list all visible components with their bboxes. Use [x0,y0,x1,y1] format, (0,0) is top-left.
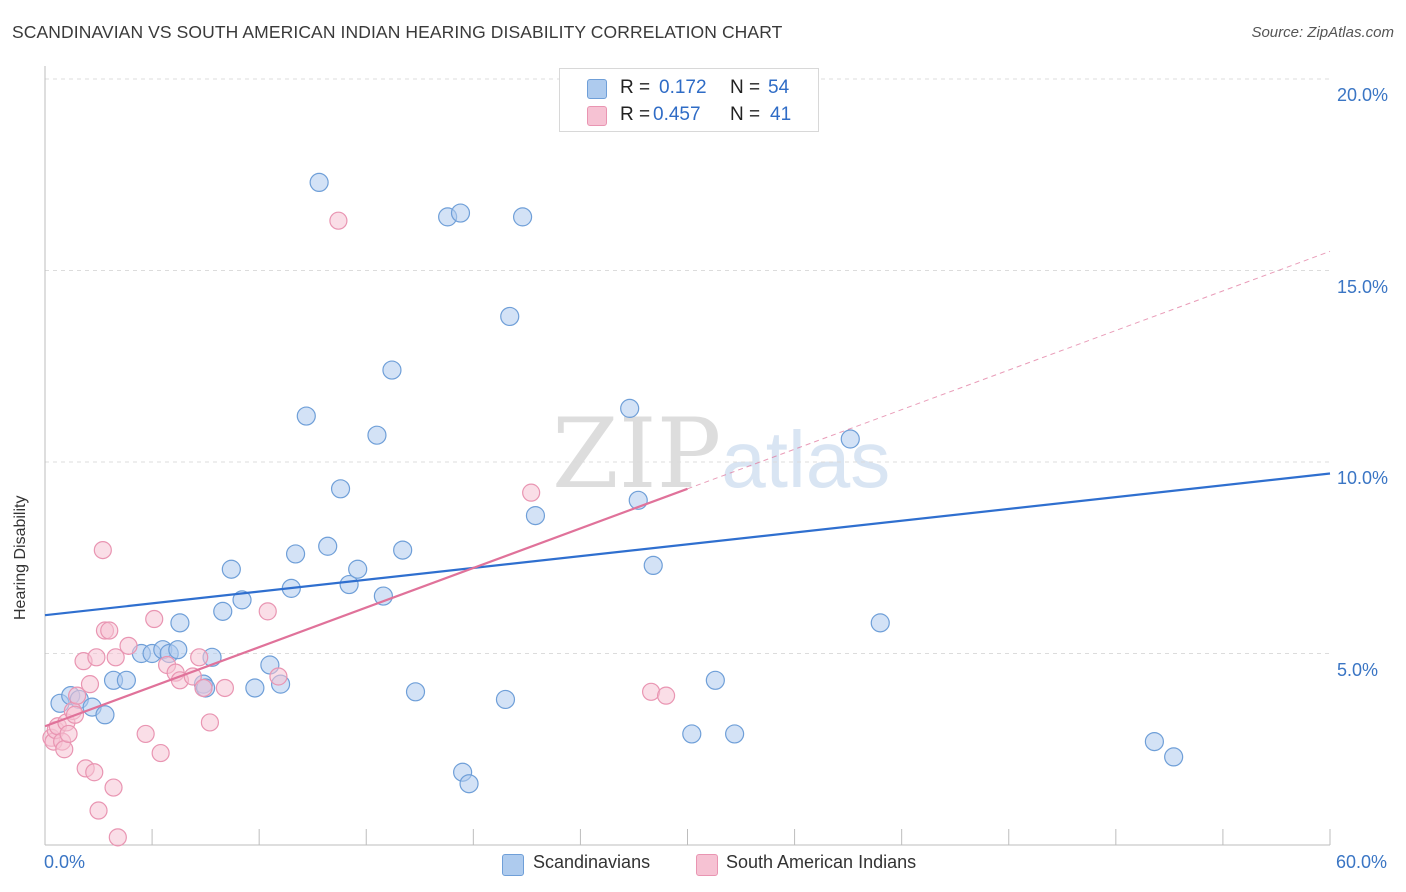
point-south-american-indian [215,678,234,698]
data-points [42,69,1184,847]
legend-swatch-pink [587,106,607,126]
point-scandinavian [682,724,702,744]
point-south-american-indian [106,648,125,667]
point-south-american-indian [200,713,220,732]
legend-n-label: N = [730,77,761,98]
point-south-american-indian [151,743,170,763]
point-scandinavian [382,360,402,380]
point-scandinavian [620,398,640,418]
point-scandinavian [330,479,351,499]
point-south-american-indian [656,686,676,705]
source-label: Source: ZipAtlas.com [1251,24,1394,41]
point-scandinavian [393,540,413,560]
point-scandinavian [870,613,890,633]
point-scandinavian [459,774,479,794]
point-south-american-indian [87,648,106,667]
point-scandinavian [725,724,745,744]
axes [44,66,1331,846]
point-scandinavian [705,670,725,690]
y-tick-label: 5.0% [1337,659,1379,680]
point-south-american-indian [522,483,541,502]
point-scandinavian [348,559,368,579]
point-south-american-indian [145,609,164,629]
point-scandinavian [309,172,329,193]
point-scandinavian [221,559,241,579]
point-south-american-indian [55,740,74,759]
point-south-american-indian [80,675,100,694]
point-scandinavian [116,670,136,690]
point-scandinavian [285,544,306,564]
point-scandinavian [296,406,316,426]
point-scandinavian [1164,747,1184,767]
point-scandinavian [512,207,533,227]
point-south-american-indian [119,636,138,655]
point-south-american-indian [85,763,104,782]
watermark-atlas: atlas [721,415,891,504]
legend-r-value: 0.457 [653,104,701,125]
point-scandinavian [643,555,663,576]
legend-n-value: 54 [768,77,790,98]
trend-line-extension-south-american-indians [687,250,1331,490]
legend-row-scandinavians: R = 0.172 N = 54 [560,74,818,100]
legend-r-label: R = [620,77,651,98]
x-tick-label-min: 0.0% [44,852,86,872]
point-south-american-indian [59,724,78,744]
chart-title: SCANDINAVIAN VS SOUTH AMERICAN INDIAN HE… [12,22,783,42]
point-scandinavian [168,640,188,660]
point-south-american-indian [100,621,119,640]
legend-n-label: N = [730,104,761,125]
point-south-american-indian [641,682,661,701]
y-tick-label: 10.0% [1337,468,1389,488]
point-south-american-indian [269,667,288,686]
point-scandinavian [525,506,546,526]
point-south-american-indian [194,678,213,698]
point-scandinavian [367,425,387,445]
point-scandinavian [170,613,190,633]
legend-swatch-blue [502,854,524,876]
point-south-american-indian [190,648,209,667]
legend-label: Scandinavians [533,852,651,872]
point-scandinavian [318,536,338,556]
point-scandinavian [450,203,471,223]
point-south-american-indian [104,778,123,797]
point-south-american-indian [93,540,112,560]
point-scandinavian [95,705,115,725]
point-scandinavian [232,590,252,610]
point-south-american-indian [258,602,277,621]
correlation-legend: R = 0.172 N = 54 R = 0.457 N = 41 [559,68,819,132]
legend-row-south-american-indians: R = 0.457 N = 41 [560,101,818,127]
point-south-american-indian [329,211,348,230]
trend-line-south-american-indians [44,487,688,728]
legend-swatch-blue [587,79,607,99]
point-scandinavian [840,429,860,449]
point-scandinavian [245,678,265,698]
point-south-american-indian [68,686,87,705]
point-scandinavian [500,306,520,327]
legend-r-value: 0.172 [659,77,707,98]
legend-label: South American Indians [726,852,917,872]
point-scandinavian [213,601,233,621]
point-south-american-indian [136,724,155,744]
point-scandinavian [1144,731,1164,752]
legend-swatch-pink [696,854,718,876]
point-south-american-indian [108,828,127,847]
point-scandinavian [405,682,426,702]
y-tick-label: 15.0% [1337,276,1389,297]
trend-lines [44,250,1331,728]
point-scandinavian [495,689,516,710]
trend-line-scandinavians [44,472,1331,617]
y-tick-label: 20.0% [1337,85,1389,105]
legend-n-value: 41 [770,104,792,125]
x-tick-label-max: 60.0% [1336,852,1388,872]
legend-r-label: R = [620,104,651,125]
point-south-american-indian [89,801,108,820]
